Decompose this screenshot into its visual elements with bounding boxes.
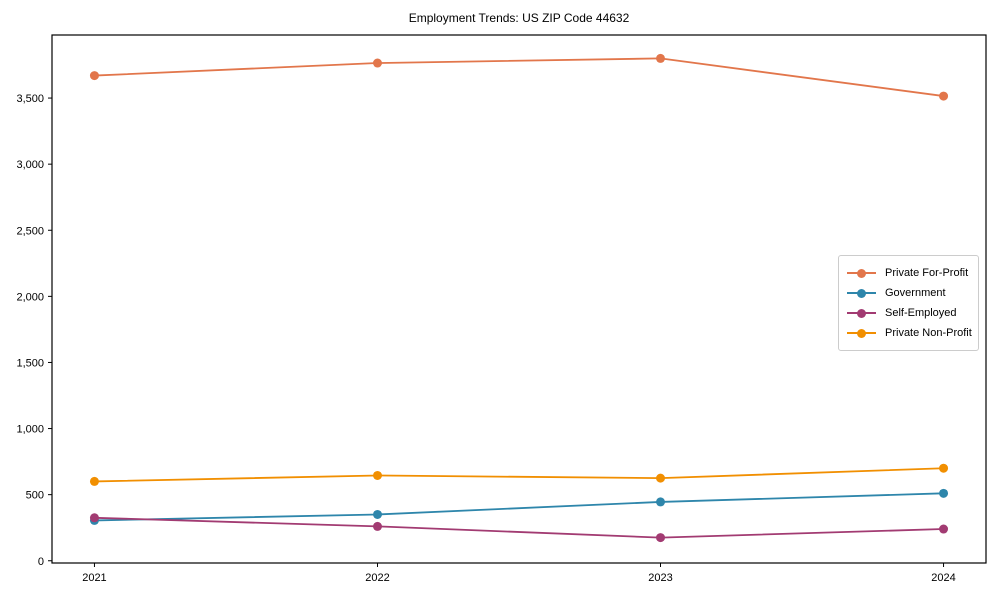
- legend-label: Private Non-Profit: [885, 327, 972, 339]
- data-point-marker: [939, 91, 949, 101]
- legend-item: Private Non-Profit: [847, 323, 972, 343]
- y-tick-label: 3,000: [16, 159, 44, 171]
- y-tick-label: 3,500: [16, 93, 44, 105]
- legend-line-marker-icon: [847, 268, 876, 279]
- data-point-marker: [939, 463, 949, 473]
- y-tick-label: 0: [38, 556, 44, 568]
- series-line: [94, 467, 944, 483]
- chart-legend: Private For-Profit Government Self-Employe…: [838, 255, 979, 351]
- x-tick-label: 2021: [82, 572, 106, 584]
- legend-label: Self-Employed: [885, 307, 957, 319]
- series-line: [94, 492, 944, 522]
- data-point-marker: [89, 513, 99, 523]
- data-point-marker: [372, 521, 382, 531]
- axis-ticks: 0 500 1,000 1,500 2,000 2,500 3,000 3,500 2021 20…: [16, 93, 955, 584]
- data-series: [89, 53, 949, 543]
- data-point-marker: [89, 71, 99, 81]
- data-point-marker: [372, 58, 382, 68]
- data-point-marker: [939, 488, 949, 498]
- data-point-marker: [656, 533, 666, 543]
- y-tick-label: 1,500: [16, 357, 44, 369]
- series-line: [94, 57, 944, 97]
- data-point-marker: [372, 509, 382, 519]
- y-tick-label: 1,000: [16, 424, 44, 436]
- legend-line-marker-icon: [847, 308, 876, 319]
- y-tick-label: 500: [26, 490, 44, 502]
- legend-label: Government: [885, 287, 946, 299]
- data-point-marker: [656, 53, 666, 63]
- legend-line-marker-icon: [847, 328, 876, 339]
- data-point-marker: [939, 524, 949, 534]
- data-point-marker: [372, 470, 382, 480]
- y-tick-label: 2,500: [16, 225, 44, 237]
- data-point-marker: [656, 497, 666, 507]
- data-point-marker: [89, 476, 99, 486]
- series-line: [94, 516, 944, 539]
- chart-title: Employment Trends: US ZIP Code 44632: [409, 11, 630, 25]
- plot-border: [51, 34, 987, 564]
- y-tick-label: 2,000: [16, 291, 44, 303]
- x-tick-label: 2023: [648, 572, 672, 584]
- legend-label: Private For-Profit: [885, 267, 969, 279]
- x-tick-label: 2024: [931, 572, 955, 584]
- x-tick-label: 2022: [365, 572, 389, 584]
- legend-line-marker-icon: [847, 288, 876, 299]
- legend-item: Private For-Profit: [847, 263, 969, 283]
- data-point-marker: [656, 473, 666, 483]
- legend-item: Self-Employed: [847, 303, 969, 323]
- legend-item: Government: [847, 283, 969, 303]
